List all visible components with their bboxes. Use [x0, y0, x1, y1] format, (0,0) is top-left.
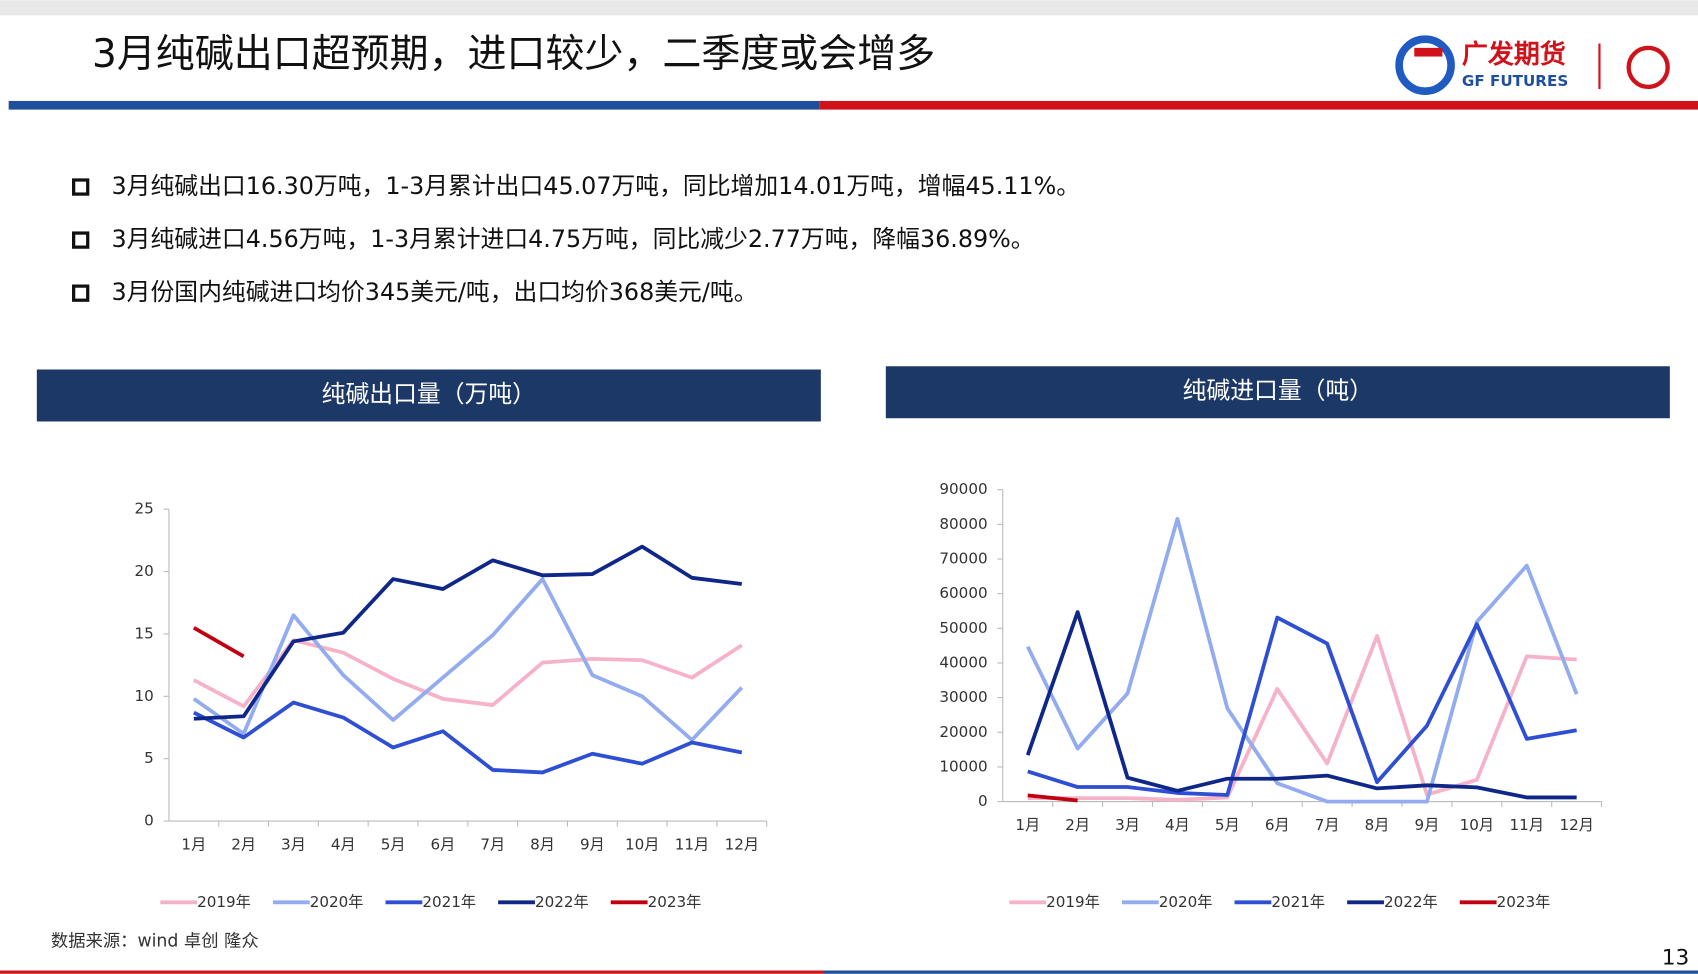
legend-label: 2023年	[1497, 893, 1551, 911]
series-line	[192, 626, 245, 659]
series-line	[1027, 634, 1577, 802]
x-tick-label: 4月	[331, 835, 356, 853]
x-tick-label: 1月	[1015, 816, 1040, 834]
x-tick-label: 5月	[381, 835, 406, 853]
chart: 0 5 10 15 20 25 1月 2月 3月 4月 5月 6月 7月 8月 9月 10月 11月 12月 201…	[134, 500, 768, 911]
y-tick-label: 60000	[939, 584, 987, 602]
y-tick-label: 50000	[939, 619, 987, 637]
legend-label: 2020年	[1159, 893, 1213, 911]
logo-mark	[1414, 47, 1443, 57]
series-line	[192, 700, 743, 775]
source-note: 数据来源：wind 卓创 隆众	[51, 931, 259, 951]
x-tick-label: 12月	[1559, 816, 1593, 834]
bullet-box	[72, 178, 90, 196]
y-tick-label: 5	[144, 749, 154, 767]
legend-label: 2020年	[310, 893, 364, 911]
panel-header	[36, 369, 821, 422]
legend-label: 2023年	[648, 893, 702, 911]
x-tick-label: 6月	[431, 835, 456, 853]
x-tick-label: 4月	[1165, 816, 1190, 834]
x-tick-label: 12月	[725, 835, 759, 853]
x-tick-label: 11月	[1510, 816, 1544, 834]
x-tick-label: 3月	[1115, 816, 1140, 834]
chart-title: 纯碱进口量（吨）	[1183, 377, 1374, 405]
y-tick-label: 70000	[939, 550, 987, 568]
x-tick-label: 9月	[580, 835, 605, 853]
series-line	[1026, 516, 1579, 804]
bullet-box	[72, 231, 90, 249]
y-tick-label: 10000	[939, 757, 987, 775]
x-tick-label: 2月	[231, 835, 256, 853]
x-tick-label: 11月	[675, 835, 709, 853]
header-bar-red	[819, 100, 1698, 110]
y-tick-label: 20	[134, 562, 153, 580]
x-tick-label: 7月	[480, 835, 505, 853]
bullet-box	[72, 284, 90, 302]
logo-mark	[1395, 35, 1455, 95]
x-tick-label: 10月	[625, 835, 659, 853]
legend-label: 2022年	[1384, 893, 1438, 911]
x-tick-label: 3月	[281, 835, 306, 853]
legend-label: 2021年	[422, 893, 476, 911]
y-tick-label: 0	[144, 812, 154, 830]
panel-header	[885, 366, 1670, 419]
x-tick-label: 1月	[181, 835, 206, 853]
logo-en: GF FUTURES	[1462, 72, 1568, 90]
legend-label: 2021年	[1271, 893, 1325, 911]
x-tick-label: 2月	[1065, 816, 1090, 834]
logo: 广发期货 GF FUTURES	[1395, 35, 1670, 95]
y-tick-label: 80000	[939, 515, 987, 533]
chart: 0 10000 20000 30000 40000 50000 60000 70000 8000…	[939, 480, 1603, 911]
legend-label: 2022年	[535, 893, 589, 911]
series-line	[1027, 615, 1577, 797]
footer-bar	[823, 970, 1698, 974]
series-line	[193, 544, 743, 721]
logo-cn: 广发期货	[1462, 39, 1566, 70]
y-tick-label: 40000	[939, 653, 987, 671]
series-line	[1027, 793, 1078, 803]
y-tick-label: 25	[134, 500, 153, 518]
x-tick-label: 9月	[1415, 816, 1440, 834]
bullet-text: 3月份国内纯碱进口均价345美元/吨，出口均价368美元/吨。	[112, 278, 758, 306]
legend-label: 2019年	[1046, 893, 1100, 911]
series-line	[192, 577, 744, 742]
series-line	[1025, 610, 1577, 800]
slide-title: 3月纯碱出口超预期，进口较少，二季度或会增多	[92, 32, 935, 77]
y-tick-label: 30000	[939, 688, 987, 706]
top-strip	[0, 0, 1698, 16]
x-tick-label: 5月	[1215, 816, 1240, 834]
chart-title: 纯碱出口量（万吨）	[322, 380, 536, 408]
bullet-text: 3月纯碱出口16.30万吨，1-3月累计出口45.07万吨，同比增加14.01万…	[112, 172, 1080, 200]
x-tick-label: 6月	[1265, 816, 1290, 834]
y-tick-label: 15	[134, 624, 153, 642]
bullet-text: 3月纯碱进口4.56万吨，1-3月累计进口4.75万吨，同比减少2.77万吨，降…	[112, 225, 1035, 253]
x-tick-label: 7月	[1315, 816, 1340, 834]
y-tick-label: 10	[134, 687, 153, 705]
logo-anniversary	[1626, 45, 1670, 90]
footer-bar	[0, 970, 824, 974]
x-tick-label: 10月	[1460, 816, 1494, 834]
legend-label: 2019年	[197, 893, 251, 911]
bullet-list: 3月纯碱出口16.30万吨，1-3月累计出口45.07万吨，同比增加14.01万…	[72, 172, 1080, 306]
y-tick-label: 20000	[939, 723, 987, 741]
page-number: 13	[1662, 946, 1690, 971]
y-tick-label: 90000	[939, 480, 987, 498]
x-tick-label: 8月	[1365, 816, 1390, 834]
y-tick-label: 0	[978, 792, 988, 810]
header-bar-blue	[8, 100, 820, 110]
x-tick-label: 8月	[530, 835, 555, 853]
